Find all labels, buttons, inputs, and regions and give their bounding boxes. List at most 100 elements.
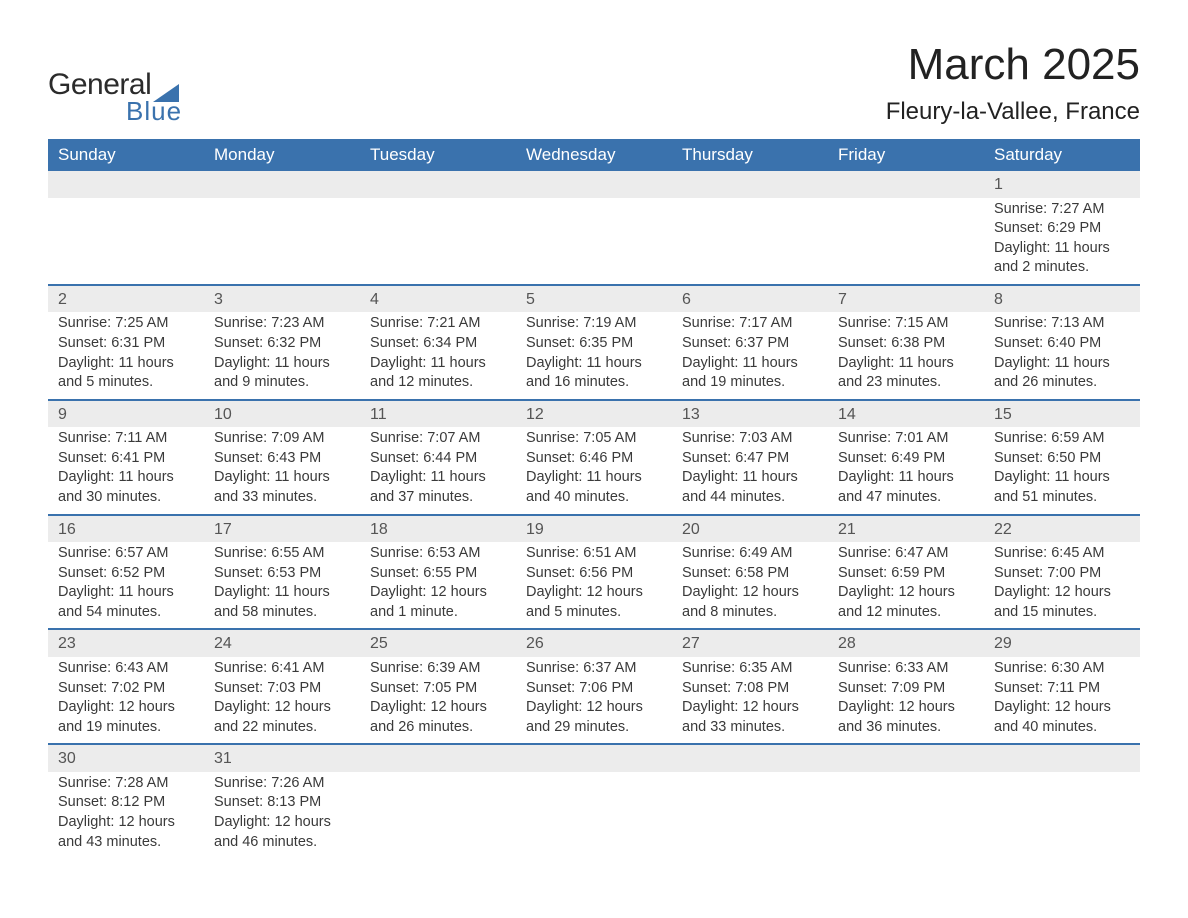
sunset-text: Sunset: 6:38 PM (838, 334, 974, 354)
sunset-text: Sunset: 7:00 PM (994, 564, 1130, 584)
daylight-text-2: and 2 minutes. (994, 258, 1130, 278)
sunset-text: Sunset: 6:37 PM (682, 334, 818, 354)
weekday-header-row: Sunday Monday Tuesday Wednesday Thursday… (48, 139, 1140, 171)
daylight-text-2: and 47 minutes. (838, 488, 974, 508)
day-detail-cell (516, 198, 672, 285)
day-detail-cell (360, 772, 516, 858)
day-number-cell: 14 (828, 400, 984, 428)
sunset-text: Sunset: 6:49 PM (838, 449, 974, 469)
day-number-cell (672, 171, 828, 198)
sunrise-text: Sunrise: 6:51 AM (526, 544, 662, 564)
day-number-cell: 29 (984, 629, 1140, 657)
sunrise-text: Sunrise: 7:19 AM (526, 314, 662, 334)
daylight-text-2: and 26 minutes. (994, 373, 1130, 393)
day-detail-cell (672, 772, 828, 858)
sunrise-text: Sunrise: 6:35 AM (682, 659, 818, 679)
daylight-text-1: Daylight: 11 hours (526, 468, 662, 488)
sunset-text: Sunset: 6:59 PM (838, 564, 974, 584)
day-detail-cell: Sunrise: 6:39 AMSunset: 7:05 PMDaylight:… (360, 657, 516, 744)
day-number-cell (360, 171, 516, 198)
day-detail-cell (828, 772, 984, 858)
daylight-text-1: Daylight: 12 hours (682, 583, 818, 603)
day-number-cell (204, 171, 360, 198)
daylight-text-1: Daylight: 12 hours (994, 583, 1130, 603)
sunset-text: Sunset: 7:09 PM (838, 679, 974, 699)
daynum-row: 2345678 (48, 285, 1140, 313)
daylight-text-1: Daylight: 11 hours (838, 468, 974, 488)
day-detail-cell (984, 772, 1140, 858)
sunrise-text: Sunrise: 6:30 AM (994, 659, 1130, 679)
daylight-text-2: and 5 minutes. (58, 373, 194, 393)
daylight-text-2: and 30 minutes. (58, 488, 194, 508)
sunrise-text: Sunrise: 6:43 AM (58, 659, 194, 679)
day-number-cell: 15 (984, 400, 1140, 428)
daynum-row: 3031 (48, 744, 1140, 772)
day-detail-cell: Sunrise: 7:23 AMSunset: 6:32 PMDaylight:… (204, 312, 360, 399)
day-detail-cell (828, 198, 984, 285)
day-detail-cell: Sunrise: 6:57 AMSunset: 6:52 PMDaylight:… (48, 542, 204, 629)
day-detail-cell: Sunrise: 6:49 AMSunset: 6:58 PMDaylight:… (672, 542, 828, 629)
sunset-text: Sunset: 6:41 PM (58, 449, 194, 469)
logo-text-blue: Blue (126, 96, 182, 127)
sunset-text: Sunset: 8:12 PM (58, 793, 194, 813)
calendar-table: Sunday Monday Tuesday Wednesday Thursday… (48, 139, 1140, 858)
daylight-text-1: Daylight: 12 hours (214, 813, 350, 833)
day-detail-cell: Sunrise: 7:26 AMSunset: 8:13 PMDaylight:… (204, 772, 360, 858)
day-number-cell: 9 (48, 400, 204, 428)
day-number-cell: 24 (204, 629, 360, 657)
daynum-row: 1 (48, 171, 1140, 198)
sunset-text: Sunset: 7:06 PM (526, 679, 662, 699)
sunset-text: Sunset: 6:47 PM (682, 449, 818, 469)
day-detail-cell: Sunrise: 7:28 AMSunset: 8:12 PMDaylight:… (48, 772, 204, 858)
sunrise-text: Sunrise: 7:27 AM (994, 200, 1130, 220)
day-number-cell: 3 (204, 285, 360, 313)
daylight-text-2: and 23 minutes. (838, 373, 974, 393)
sunrise-text: Sunrise: 7:13 AM (994, 314, 1130, 334)
daylight-text-1: Daylight: 11 hours (370, 354, 506, 374)
daylight-text-1: Daylight: 11 hours (994, 354, 1130, 374)
daylight-text-2: and 12 minutes. (370, 373, 506, 393)
day-number-cell: 27 (672, 629, 828, 657)
sunset-text: Sunset: 7:02 PM (58, 679, 194, 699)
daylight-text-1: Daylight: 12 hours (838, 583, 974, 603)
location-subtitle: Fleury-la-Vallee, France (886, 98, 1140, 126)
day-number-cell: 2 (48, 285, 204, 313)
sunset-text: Sunset: 6:53 PM (214, 564, 350, 584)
daylight-text-2: and 44 minutes. (682, 488, 818, 508)
sunset-text: Sunset: 8:13 PM (214, 793, 350, 813)
daylight-text-2: and 12 minutes. (838, 603, 974, 623)
logo: General Blue (48, 68, 182, 127)
sunrise-text: Sunrise: 7:17 AM (682, 314, 818, 334)
daylight-text-1: Daylight: 11 hours (682, 354, 818, 374)
sunrise-text: Sunrise: 6:41 AM (214, 659, 350, 679)
sunrise-text: Sunrise: 7:05 AM (526, 429, 662, 449)
sunset-text: Sunset: 6:40 PM (994, 334, 1130, 354)
daylight-text-1: Daylight: 12 hours (58, 698, 194, 718)
day-detail-cell: Sunrise: 7:05 AMSunset: 6:46 PMDaylight:… (516, 427, 672, 514)
sunset-text: Sunset: 6:52 PM (58, 564, 194, 584)
sunset-text: Sunset: 6:29 PM (994, 219, 1130, 239)
detail-row: Sunrise: 7:11 AMSunset: 6:41 PMDaylight:… (48, 427, 1140, 514)
day-detail-cell: Sunrise: 7:27 AMSunset: 6:29 PMDaylight:… (984, 198, 1140, 285)
daylight-text-2: and 43 minutes. (58, 833, 194, 853)
daylight-text-2: and 58 minutes. (214, 603, 350, 623)
sunrise-text: Sunrise: 6:33 AM (838, 659, 974, 679)
day-number-cell: 19 (516, 515, 672, 543)
day-number-cell: 22 (984, 515, 1140, 543)
daylight-text-1: Daylight: 12 hours (526, 583, 662, 603)
detail-row: Sunrise: 7:25 AMSunset: 6:31 PMDaylight:… (48, 312, 1140, 399)
weekday-header: Tuesday (360, 139, 516, 171)
sunset-text: Sunset: 7:11 PM (994, 679, 1130, 699)
day-number-cell: 13 (672, 400, 828, 428)
day-number-cell: 5 (516, 285, 672, 313)
daylight-text-1: Daylight: 12 hours (214, 698, 350, 718)
detail-row: Sunrise: 7:28 AMSunset: 8:12 PMDaylight:… (48, 772, 1140, 858)
day-detail-cell: Sunrise: 6:51 AMSunset: 6:56 PMDaylight:… (516, 542, 672, 629)
day-number-cell: 10 (204, 400, 360, 428)
day-number-cell: 18 (360, 515, 516, 543)
day-number-cell: 16 (48, 515, 204, 543)
daylight-text-1: Daylight: 11 hours (838, 354, 974, 374)
sunset-text: Sunset: 6:35 PM (526, 334, 662, 354)
sunset-text: Sunset: 6:46 PM (526, 449, 662, 469)
day-detail-cell: Sunrise: 6:59 AMSunset: 6:50 PMDaylight:… (984, 427, 1140, 514)
